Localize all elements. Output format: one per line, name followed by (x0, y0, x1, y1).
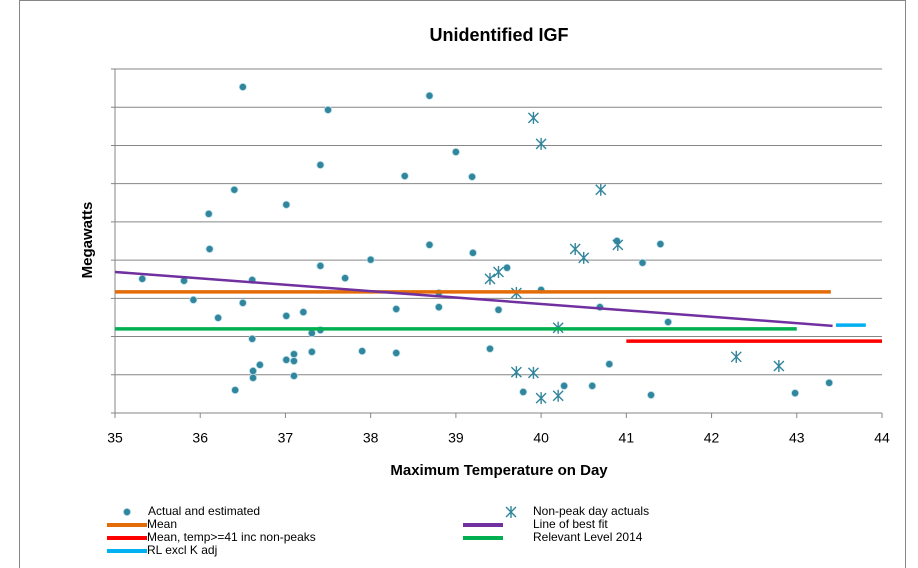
point (434, 303, 443, 312)
point (425, 91, 434, 100)
legend-label: Relevant Level 2014 (533, 530, 643, 544)
legend-swatch (505, 506, 517, 518)
point (425, 240, 434, 249)
x-tick-label: 37 (278, 430, 294, 446)
legend-label: RL excl K adj (147, 543, 217, 557)
point (791, 389, 800, 398)
point (138, 274, 147, 283)
point (238, 82, 247, 91)
x-axis-label: Maximum Temperature on Day (390, 462, 608, 479)
point (493, 265, 504, 278)
point (392, 305, 401, 314)
point (612, 238, 624, 251)
point (249, 373, 258, 382)
legend-label: Mean, temp>=41 inc non-peaks (147, 530, 316, 544)
x-tick-label: 38 (363, 430, 379, 446)
x-tick-label: 41 (619, 430, 635, 446)
point (569, 243, 581, 256)
y-axis-label: Megawatts (79, 202, 96, 279)
point (484, 272, 496, 285)
point (255, 360, 264, 369)
point (588, 381, 597, 390)
point (468, 248, 477, 257)
point (519, 387, 528, 396)
point (552, 389, 564, 402)
chart-border (19, 0, 906, 568)
point (400, 172, 409, 181)
point (510, 366, 522, 379)
legend-label: Line of best fit (533, 517, 608, 531)
point (249, 366, 258, 375)
point (535, 137, 547, 150)
point (664, 318, 673, 327)
point (324, 105, 333, 114)
point (560, 381, 569, 390)
point (289, 357, 298, 366)
point (494, 305, 503, 314)
point (468, 172, 477, 181)
point (773, 359, 785, 372)
point (205, 245, 214, 254)
point (578, 251, 590, 264)
point (289, 350, 298, 359)
point (282, 200, 291, 209)
x-tick-label: 35 (107, 430, 123, 446)
point (535, 392, 547, 405)
point (231, 386, 240, 395)
point (392, 348, 401, 357)
legend-label: Non-peak day actuals (533, 504, 649, 518)
point (307, 347, 316, 356)
x-tick-label: 43 (789, 430, 805, 446)
x-tick-label: 44 (874, 430, 890, 446)
series-line (114, 270, 833, 328)
point (485, 344, 494, 353)
point (299, 308, 308, 317)
point (316, 160, 325, 169)
x-tick-label: 42 (704, 430, 720, 446)
point (214, 313, 223, 322)
point (366, 255, 375, 264)
point (527, 366, 539, 379)
chart-title: Unidentified IGF (430, 25, 569, 45)
point (451, 147, 460, 156)
point (358, 347, 367, 356)
point (638, 258, 647, 267)
x-tick-label: 40 (533, 430, 549, 446)
x-tick-label: 36 (192, 430, 208, 446)
point (189, 295, 198, 304)
point (730, 350, 742, 363)
point (647, 391, 656, 400)
point (527, 111, 539, 124)
legend-label: Mean (147, 517, 177, 531)
point (316, 261, 325, 270)
point (282, 355, 291, 364)
legend-label: Actual and estimated (148, 504, 260, 518)
point (825, 378, 834, 387)
point (341, 274, 350, 283)
point (248, 334, 257, 343)
point (238, 298, 247, 307)
point (595, 183, 607, 196)
point (503, 263, 512, 272)
legend-swatch (123, 507, 132, 516)
point (230, 185, 239, 194)
point (204, 209, 213, 218)
point (656, 240, 665, 249)
x-tick-label: 39 (448, 430, 464, 446)
point (605, 360, 614, 369)
point (289, 371, 298, 380)
point (282, 311, 291, 320)
